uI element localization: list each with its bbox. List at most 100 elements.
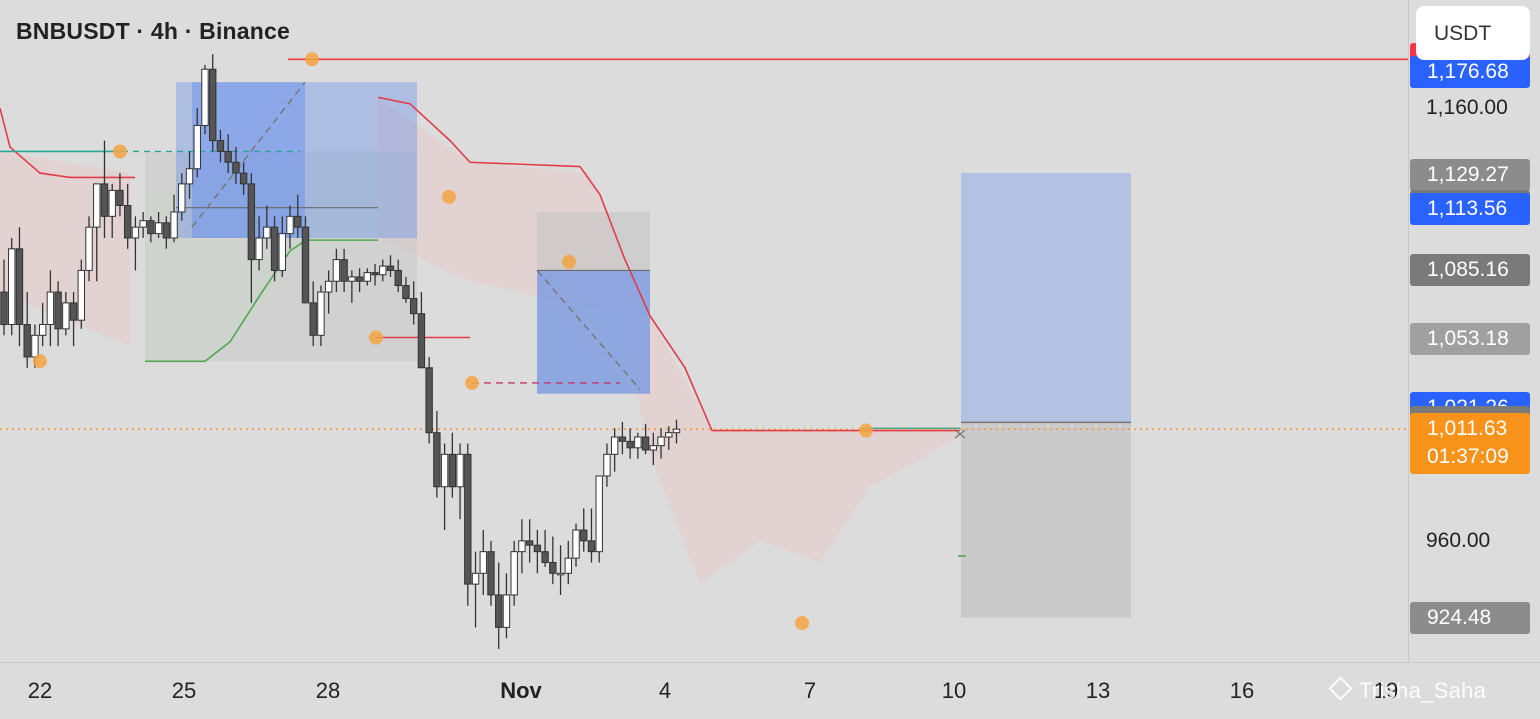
bullish-candle bbox=[263, 226, 271, 239]
bearish-candle bbox=[587, 540, 596, 553]
price-tag: 1,085.16 bbox=[1410, 254, 1530, 287]
bullish-candle bbox=[317, 291, 325, 336]
bearish-candle bbox=[525, 540, 534, 546]
pivot-point-marker bbox=[305, 52, 319, 67]
crosshair-marker bbox=[954, 429, 966, 439]
bullish-candle bbox=[510, 551, 518, 596]
bullish-candle bbox=[634, 436, 642, 449]
bearish-candle bbox=[355, 276, 364, 282]
bearish-candle bbox=[641, 436, 650, 451]
bearish-candle bbox=[100, 183, 109, 217]
bullish-candle bbox=[363, 272, 372, 282]
bullish-candle bbox=[657, 436, 665, 447]
bearish-candle bbox=[270, 226, 279, 271]
watermark-text: Trisha_Saha bbox=[1359, 678, 1487, 703]
bearish-candle bbox=[618, 436, 627, 442]
bearish-candle bbox=[409, 298, 418, 315]
bearish-candle bbox=[549, 561, 557, 574]
bullish-candle bbox=[456, 453, 464, 488]
time-axis[interactable] bbox=[0, 662, 1540, 719]
bearish-candle bbox=[23, 324, 31, 358]
bearish-candle bbox=[116, 189, 124, 207]
bearish-candle bbox=[69, 302, 78, 321]
time-axis-label: Nov bbox=[500, 678, 542, 703]
projection-dashed-line bbox=[536, 269, 641, 390]
bullish-candle bbox=[154, 222, 163, 235]
bullish-candle bbox=[108, 189, 116, 217]
time-axis-label: 7 bbox=[803, 678, 817, 703]
bearish-candle bbox=[626, 440, 634, 449]
bullish-candle bbox=[672, 428, 681, 434]
bearish-candle bbox=[309, 302, 317, 336]
bullish-candle bbox=[502, 594, 511, 628]
pivot-point-marker bbox=[369, 330, 383, 345]
bearish-candle bbox=[487, 551, 495, 596]
author-watermark: Trisha_Saha bbox=[1328, 676, 1487, 704]
position-target-box bbox=[961, 173, 1131, 423]
bullish-candle bbox=[471, 572, 480, 585]
pivot-point-marker bbox=[859, 423, 873, 438]
bearish-candle bbox=[247, 183, 256, 261]
bullish-candle bbox=[139, 220, 147, 228]
bearish-candle bbox=[580, 529, 588, 542]
time-axis-label: 28 bbox=[315, 678, 341, 703]
bearish-candle bbox=[448, 453, 457, 488]
bearish-candle bbox=[54, 291, 62, 330]
bullish-candle bbox=[595, 475, 603, 553]
bearish-candle bbox=[147, 220, 155, 235]
bullish-candle bbox=[93, 183, 101, 228]
candle-countdown: 01:37:09 bbox=[1427, 445, 1509, 469]
bullish-candle bbox=[332, 259, 341, 282]
bearish-candle bbox=[371, 272, 379, 276]
bearish-candle bbox=[216, 140, 225, 152]
last-price-value: 1,011.63 bbox=[1427, 417, 1508, 441]
bearish-candle bbox=[239, 172, 248, 185]
bullish-candle bbox=[286, 215, 294, 235]
bullish-candle bbox=[201, 68, 209, 126]
bullish-candle bbox=[518, 540, 526, 553]
bearish-candle bbox=[301, 226, 310, 304]
time-axis-label: 4 bbox=[658, 678, 672, 703]
time-axis-label: 16 bbox=[1229, 678, 1255, 703]
bullish-candle bbox=[324, 280, 333, 293]
bullish-candle bbox=[85, 226, 93, 271]
bullish-candle bbox=[185, 168, 194, 185]
bearish-candle bbox=[209, 68, 217, 142]
currency-selector-button[interactable]: USDT bbox=[1416, 6, 1530, 60]
bearish-candle bbox=[533, 544, 542, 553]
bearish-candle bbox=[425, 367, 433, 434]
bullish-candle bbox=[572, 529, 580, 559]
time-axis-label: 19 bbox=[1373, 678, 1399, 703]
price-tag: 1,129.27 bbox=[1410, 158, 1530, 191]
bearish-candle bbox=[15, 248, 24, 326]
bearish-candle bbox=[294, 215, 302, 228]
bullish-candle bbox=[131, 226, 140, 239]
bearish-candle bbox=[162, 222, 171, 239]
last-price-tag: 1,011.63 01:37:09 bbox=[1410, 413, 1530, 475]
bullish-candle bbox=[479, 551, 487, 574]
bearish-candle bbox=[232, 161, 240, 174]
time-axis-label: 13 bbox=[1085, 678, 1111, 703]
price-tag: 1,113.56 bbox=[1410, 192, 1530, 225]
bearish-candle bbox=[386, 265, 395, 271]
position-stop-box bbox=[961, 422, 1131, 618]
watermark-logo-icon bbox=[1328, 676, 1353, 701]
bearish-candle bbox=[340, 259, 348, 282]
price-tick-label: 1,160.00 bbox=[1426, 96, 1508, 120]
pivot-point-marker bbox=[442, 189, 456, 204]
bos-box bbox=[537, 270, 650, 394]
bullish-candle bbox=[278, 233, 286, 271]
chart-title: BNBUSDT · 4h · Binance bbox=[16, 18, 291, 44]
bullish-candle bbox=[170, 211, 178, 239]
bullish-candle bbox=[603, 453, 611, 477]
bullish-candle bbox=[564, 557, 572, 574]
bearish-candle bbox=[0, 291, 8, 326]
bearish-candle bbox=[464, 453, 472, 585]
pivot-point-marker bbox=[795, 616, 809, 631]
bullish-candle bbox=[440, 453, 449, 488]
bullish-candle bbox=[348, 276, 356, 282]
bullish-candle bbox=[556, 572, 565, 576]
price-tag: 1,176.68 bbox=[1410, 56, 1530, 89]
price-tick-label: 960.00 bbox=[1426, 528, 1491, 552]
